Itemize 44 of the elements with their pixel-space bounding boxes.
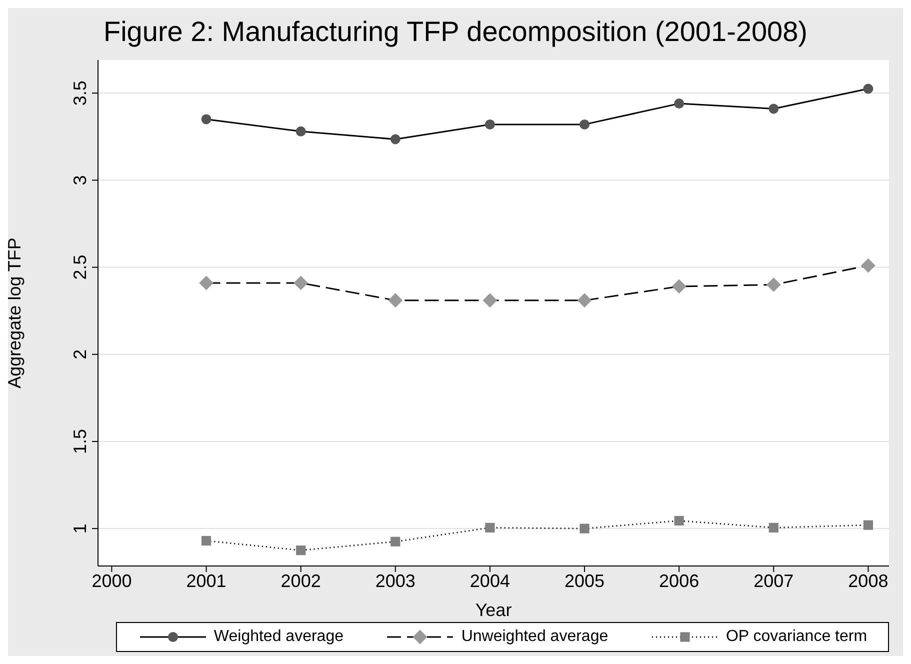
point xyxy=(390,134,400,144)
point xyxy=(201,114,212,124)
point xyxy=(484,119,495,130)
point xyxy=(674,98,684,109)
x-tick-label: 2008 xyxy=(848,570,888,591)
point xyxy=(388,293,403,308)
point xyxy=(294,276,308,290)
y-tick-label: 2.5 xyxy=(70,254,90,280)
x-tick-label: 2001 xyxy=(186,570,226,591)
point xyxy=(580,119,590,130)
legend-label: Unweighted average xyxy=(461,628,608,646)
x-tick-label: 2003 xyxy=(375,570,416,591)
legend-label: Weighted average xyxy=(214,628,344,646)
y-tick-label: 2 xyxy=(70,349,90,360)
y-tick-label: 1.5 xyxy=(70,428,90,454)
point xyxy=(485,522,495,532)
x-tick-label: 2000 xyxy=(92,570,132,591)
x-tick-label: 2006 xyxy=(659,570,700,591)
point xyxy=(296,126,306,136)
point xyxy=(768,104,779,114)
point xyxy=(296,546,306,556)
x-axis-title: Year xyxy=(475,600,512,620)
point xyxy=(482,293,498,308)
x-tick-label: 2004 xyxy=(470,570,510,591)
point xyxy=(863,520,873,530)
y-tick-label: 3 xyxy=(70,175,90,186)
point xyxy=(577,293,592,308)
x-tick-label: 2005 xyxy=(564,570,605,591)
x-tick-label: 2007 xyxy=(754,570,794,591)
point xyxy=(863,84,874,94)
point xyxy=(199,276,214,290)
point xyxy=(580,524,590,534)
y-tick-label: 3.5 xyxy=(70,80,90,106)
chart-title: Figure 2: Manufacturing TFP decomposition (2001-2008) xyxy=(102,15,809,49)
point xyxy=(860,258,876,273)
point xyxy=(766,277,781,292)
x-tick-label: 2002 xyxy=(280,570,321,591)
point xyxy=(201,536,212,546)
point xyxy=(390,536,400,546)
point xyxy=(672,279,686,294)
point xyxy=(768,522,778,532)
legend-label: OP covariance term xyxy=(726,628,868,646)
point xyxy=(674,516,684,526)
y-tick-label: 1 xyxy=(70,524,90,534)
